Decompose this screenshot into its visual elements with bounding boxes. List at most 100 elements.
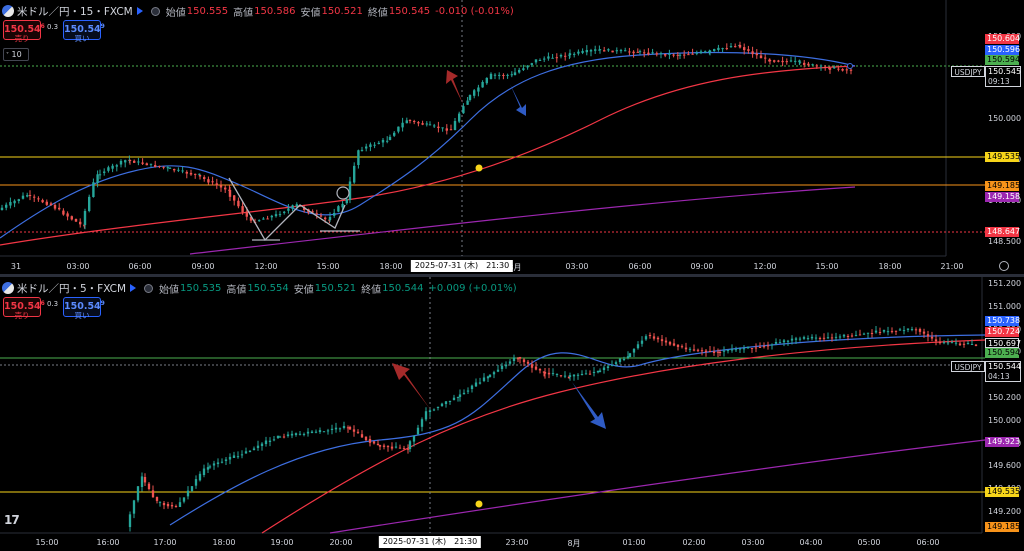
ticker-label: USDJPY [951, 66, 985, 77]
candle-body [162, 503, 166, 506]
candle-body [743, 47, 746, 51]
candle-body [287, 208, 290, 211]
chart-pane-15m[interactable]: 米ドル／円・15・FXCM 始値 150.555 高値 150.586 安値 150.… [0, 0, 1024, 274]
candle-body [902, 330, 906, 332]
arrow-down-blue [510, 84, 526, 116]
candle-body [603, 50, 606, 52]
candle-body [794, 60, 797, 62]
blue-flag-icon[interactable] [136, 7, 143, 15]
time-axis-label: 8月 [508, 263, 522, 272]
candle-body [478, 382, 482, 384]
candle-body [592, 371, 596, 373]
time-axis-label: 09:00 [191, 262, 215, 271]
close-label: 終値 [361, 284, 382, 296]
chart-canvas-5m[interactable] [0, 277, 1024, 551]
last-price: 150.545 [988, 67, 1022, 76]
candle-body [74, 219, 78, 222]
quantity-input[interactable]: ˅ 10 [3, 48, 29, 61]
candle-body [272, 439, 276, 441]
candle-body [762, 346, 766, 348]
sell-button[interactable]: 150.546 売り [3, 20, 45, 43]
buy-label: 買い [74, 311, 90, 321]
candle-body [488, 374, 492, 377]
candle-body [62, 210, 65, 215]
candle-body [302, 433, 306, 435]
candle-body [619, 50, 623, 52]
candle-body [219, 185, 223, 188]
tradingview-logo: 17 [4, 513, 20, 527]
candle-body [249, 216, 253, 221]
candle-body [458, 394, 462, 397]
candle-body [838, 336, 842, 338]
candle-body [436, 406, 440, 408]
candle-body [295, 204, 298, 207]
candle-body [282, 436, 286, 438]
sell-button[interactable]: 150.546 売り [3, 297, 45, 320]
candle-body [140, 476, 144, 487]
ma-short-blue [169, 334, 986, 526]
symbol-title[interactable]: 米ドル／円・15・FXCM [17, 5, 133, 18]
price-tag: 149.923 [985, 437, 1021, 447]
candle-body [580, 373, 584, 375]
candle-body [695, 52, 698, 54]
candle-body [474, 382, 478, 387]
candle-body [256, 445, 260, 448]
candle-body [408, 441, 412, 449]
candle-body [530, 63, 533, 65]
candle-body [360, 149, 364, 151]
candle-body [826, 337, 830, 339]
candle-body [194, 173, 197, 175]
candle-body [510, 74, 513, 76]
candle-body [248, 450, 252, 452]
low-label: 安値 [293, 284, 314, 296]
candle-body [96, 174, 99, 183]
time-axis-label: 03:00 [565, 262, 589, 271]
candle-body [648, 335, 652, 336]
candle-body [668, 342, 672, 345]
candle-body [133, 160, 136, 163]
buy-button[interactable]: 150.549 買い [63, 297, 105, 321]
candle-body [45, 201, 48, 205]
candle-body [466, 390, 470, 392]
candle-body [453, 121, 457, 130]
bar-countdown: 04:13 [988, 372, 1010, 381]
candle-body [750, 348, 754, 349]
settings-gear-icon[interactable] [999, 261, 1009, 271]
candle-body [326, 430, 330, 432]
chart-pane-5m[interactable]: 米ドル／円・5・FXCM 始値 150.535 高値 150.554 安値 150.5… [0, 277, 1024, 551]
symbol-title[interactable]: 米ドル／円・5・FXCM [17, 282, 127, 295]
candle-body [405, 120, 408, 124]
candle-body [672, 343, 676, 346]
time-axis-label: 02:00 [682, 538, 706, 547]
chart-canvas-15m[interactable] [0, 0, 1024, 274]
candle-body [798, 61, 802, 63]
buy-button[interactable]: 150.549 買い [63, 20, 105, 43]
candle-body [58, 207, 61, 210]
candle-body [563, 375, 567, 377]
close-value: 150.544 [382, 282, 424, 294]
candle-body [738, 348, 742, 350]
candle-body [614, 362, 618, 364]
candle-body [194, 479, 198, 486]
time-axis-label: 23:00 [505, 538, 529, 547]
candle-body [516, 358, 520, 360]
candle-body [181, 170, 184, 172]
candle-body [716, 351, 720, 353]
candle-body [568, 375, 572, 377]
price-axis-label: 150.000 [988, 114, 1022, 123]
blue-flag-icon[interactable] [130, 284, 137, 292]
crosshair-time-label: 2025-07-31 (木) 21:30 [410, 260, 514, 272]
candle-body [41, 200, 44, 203]
candle-body [92, 182, 95, 197]
candle-body [311, 211, 314, 213]
candle-body [729, 46, 733, 48]
pane-divider[interactable] [0, 274, 1024, 277]
candle-body [137, 161, 140, 163]
candle-body [636, 51, 639, 53]
time-axis-label: 06:00 [916, 538, 940, 547]
candle-body [802, 337, 806, 339]
candle-body [185, 171, 188, 174]
time-axis-label: 01:00 [622, 538, 646, 547]
candle-body [49, 203, 53, 206]
candle-body [278, 214, 282, 216]
